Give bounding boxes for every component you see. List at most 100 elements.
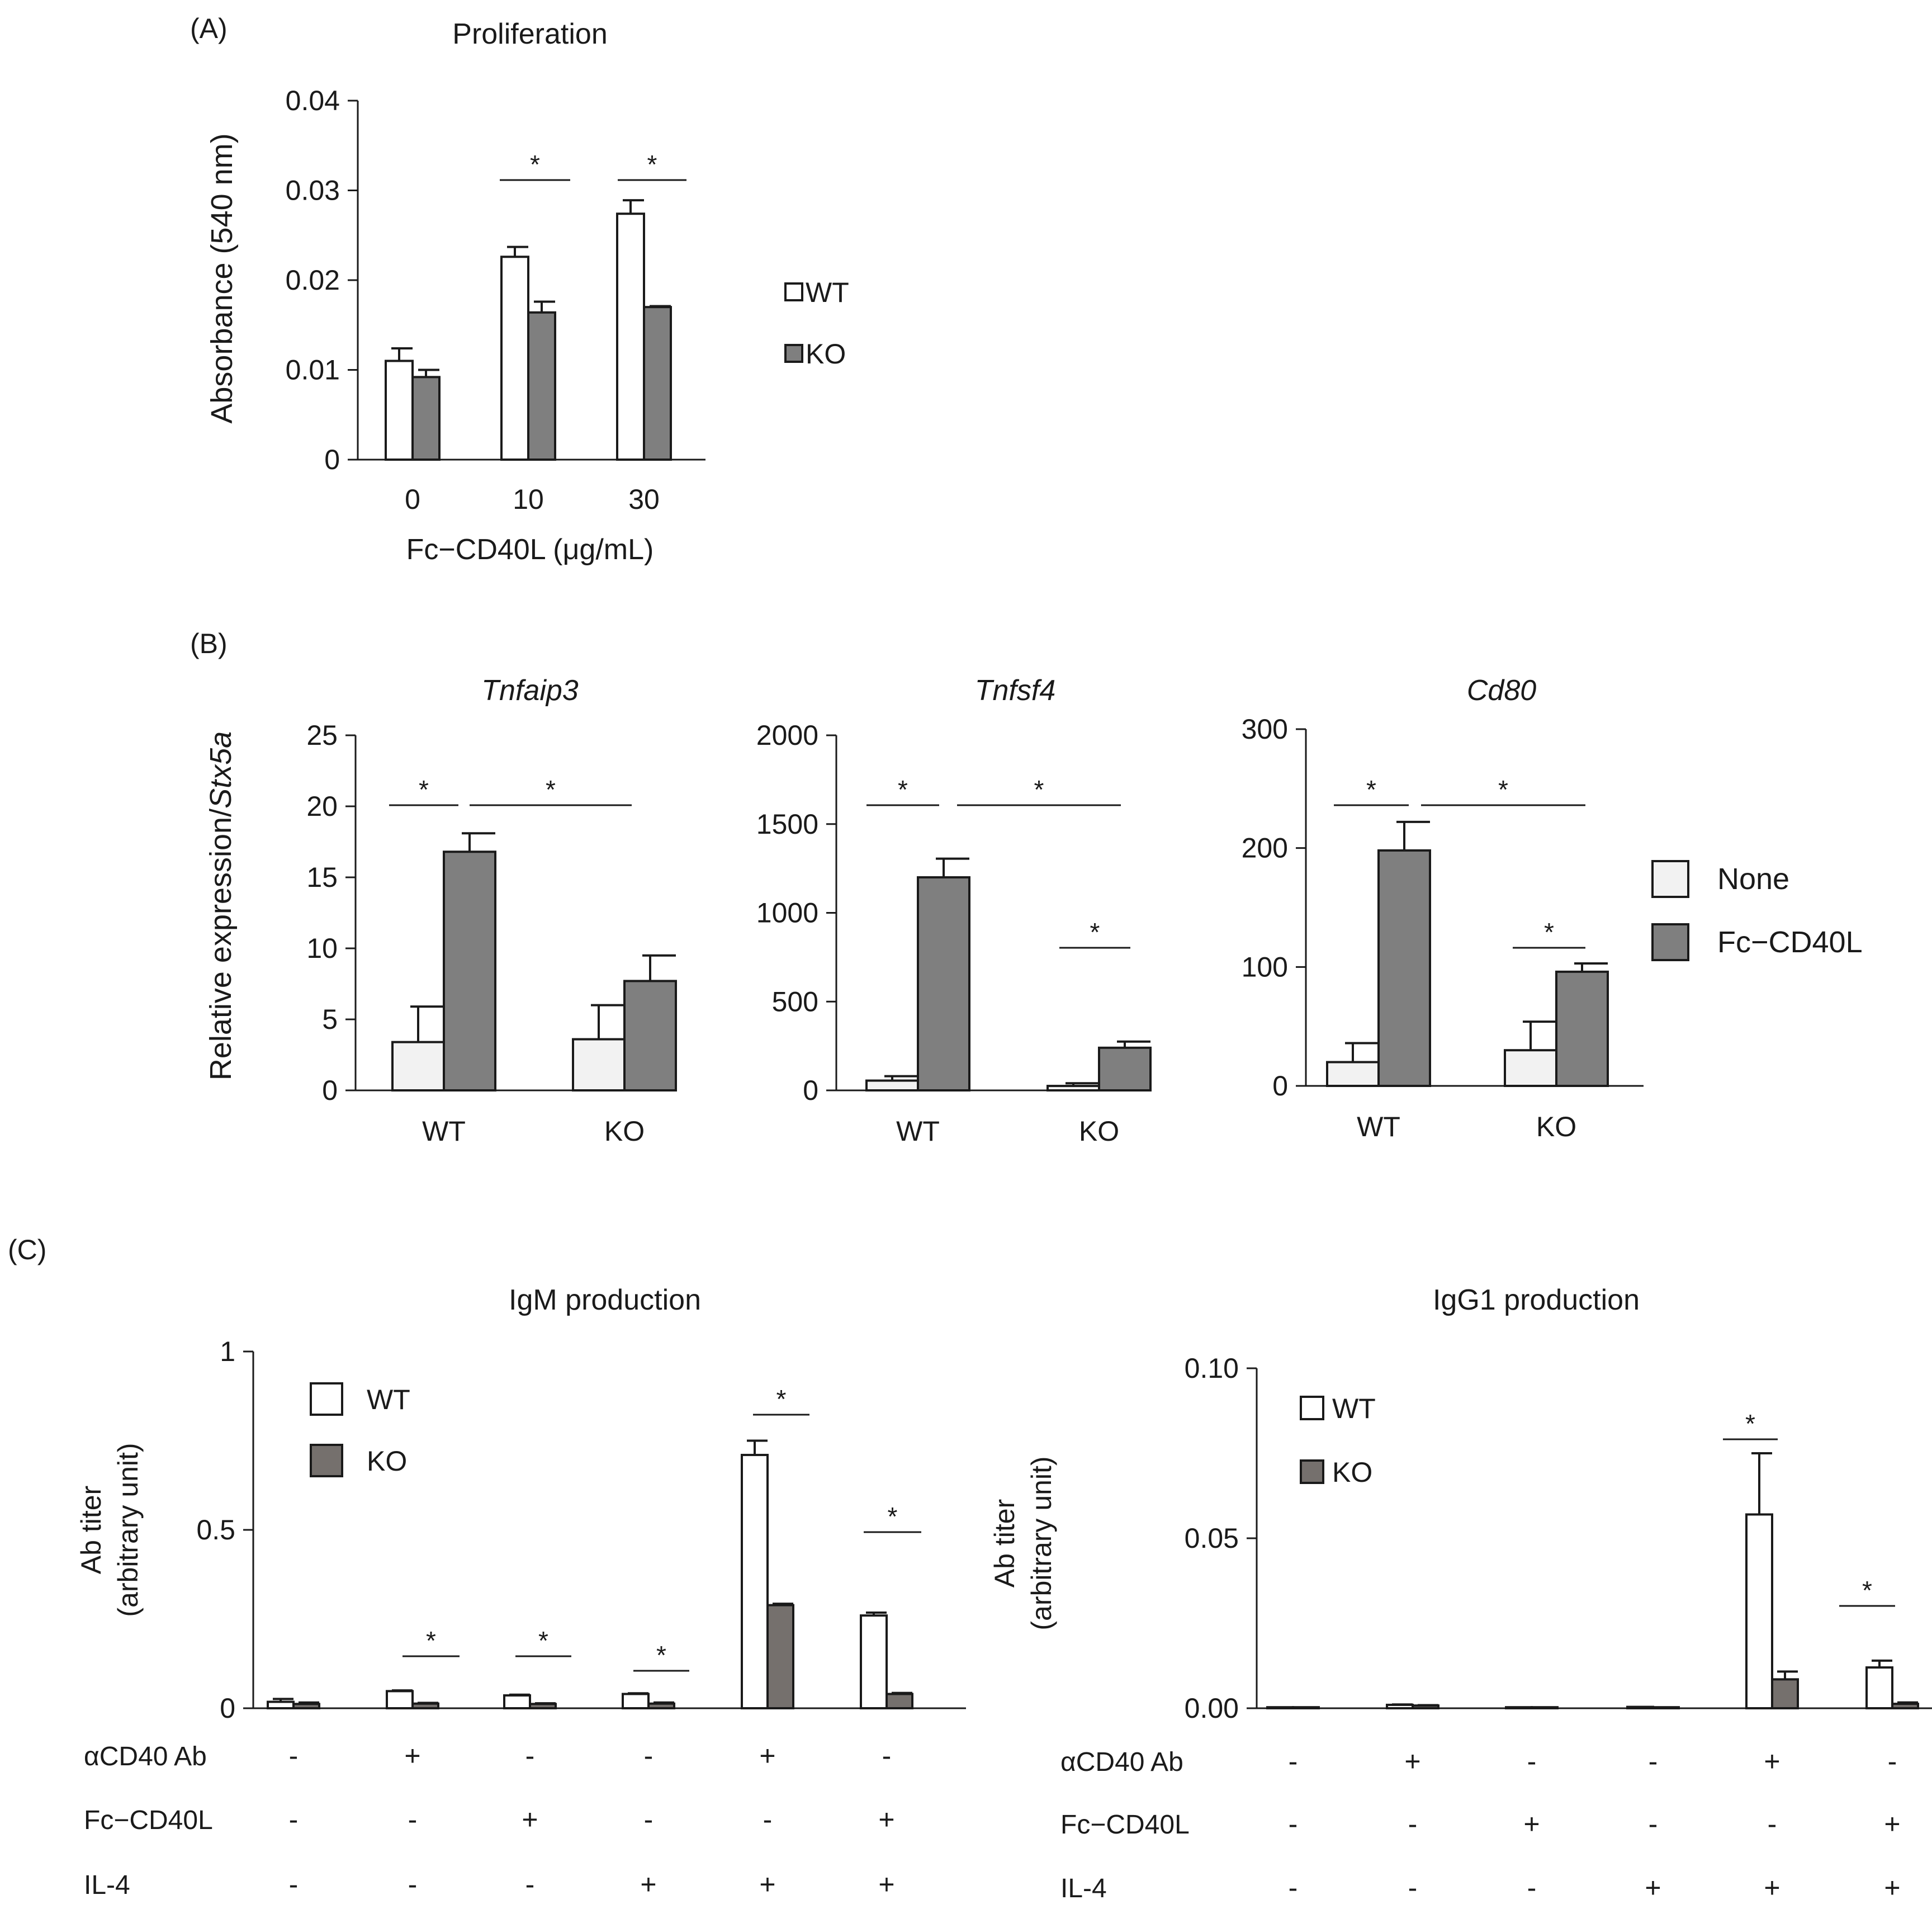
proliferation-chart-legend-swatch-1	[784, 282, 803, 301]
cd80-chart-legend-label-2: Fc−CD40L	[1717, 925, 1863, 959]
cd80-chart-significance-star: *	[1544, 918, 1554, 947]
igg1-chart-condition-value: -	[1408, 1872, 1418, 1903]
cd80-chart-bar-fc-cd40l-1	[1377, 849, 1431, 1088]
proliferation-chart-legend-swatch-2	[784, 344, 803, 363]
tnfsf4-chart-significance-star: *	[1090, 918, 1100, 947]
igg1-chart-significance-star: *	[1862, 1576, 1872, 1605]
tnfaip3-chart-significance-star: *	[546, 775, 556, 804]
tnfaip3-chart-bar-fc-cd40l-1	[443, 850, 496, 1092]
igg1-chart-bar-wt-3	[1505, 1706, 1533, 1710]
igm-chart-y-tick-label: 1	[220, 1336, 235, 1367]
igm-chart-bar-wt-1	[267, 1700, 295, 1710]
tnfsf4-chart-y-tick-label: 0	[803, 1075, 818, 1106]
igm-chart-condition-value: +	[759, 1869, 775, 1900]
igm-chart-condition-value: +	[404, 1740, 420, 1771]
igg1-chart-ylabel-unit: (arbitrary unit)	[1026, 1456, 1057, 1630]
tnfsf4-chart-y-tick-label: 500	[772, 986, 818, 1017]
proliferation-chart-bar-wt-1	[385, 360, 414, 461]
igm-chart-condition-value: +	[878, 1869, 894, 1900]
igg1-chart-bar-ko-3	[1531, 1706, 1559, 1710]
igm-chart-condition-value: +	[522, 1804, 538, 1835]
tnfsf4-chart-y-tick-label: 1000	[756, 897, 818, 929]
igg1-chart-condition-value: +	[1523, 1808, 1540, 1840]
tnfsf4-chart-y-tick-label: 1500	[756, 809, 818, 840]
cd80-chart-significance-star: *	[1498, 775, 1508, 804]
tnfaip3-chart-title: Tnfaip3	[481, 674, 579, 707]
proliferation-chart-y-tick-label: 0.04	[286, 85, 340, 116]
cd80-chart-x-tick-label: WT	[1357, 1111, 1400, 1142]
igm-chart-condition-value: -	[644, 1804, 654, 1835]
tnfaip3-chart-x-tick-label: KO	[604, 1116, 645, 1147]
tnfsf4-chart-x-tick-label: WT	[896, 1116, 940, 1147]
tnfsf4-chart: Tnfsf4 0 500 1000 1500 2000 WT KO * * *	[756, 674, 1152, 1147]
igg1-chart-condition-value: -	[1289, 1872, 1298, 1903]
igg1-chart-legend-label-1: WT	[1332, 1393, 1376, 1424]
proliferation-chart-bar-ko-1	[411, 376, 441, 461]
igm-chart-bar-wt-5	[741, 1454, 769, 1710]
igm-chart-legend-label-1: WT	[367, 1384, 410, 1415]
igm-chart-bar-wt-3	[503, 1694, 531, 1709]
proliferation-chart-y-tick-label: 0.02	[286, 264, 340, 296]
tnfaip3-chart-bar-none-2	[572, 1038, 626, 1092]
proliferation-chart-ylabel: Absorbance (540 nm)	[205, 133, 239, 423]
igg1-chart-condition-value: +	[1764, 1746, 1780, 1777]
igm-chart-significance-star: *	[426, 1626, 436, 1655]
cd80-chart-legend-label-1: None	[1717, 862, 1789, 896]
cd80-chart-title: Cd80	[1467, 674, 1536, 707]
igm-chart-condition-value: -	[763, 1804, 773, 1835]
igm-chart-condition-label: Fc−CD40L	[84, 1806, 213, 1835]
igm-chart-bar-ko-1	[292, 1703, 320, 1709]
igm-chart-bar-ko-2	[411, 1702, 439, 1710]
proliferation-chart-bar-ko-3	[643, 306, 672, 461]
igm-chart-condition-value: -	[289, 1869, 299, 1900]
tnfaip3-chart-y-tick-label: 10	[306, 933, 338, 964]
igg1-chart-bar-ko-6	[1891, 1703, 1919, 1709]
igg1-chart-condition-value: -	[1408, 1808, 1418, 1840]
proliferation-chart-legend-label-2: KO	[806, 338, 846, 370]
igm-chart-bar-wt-6	[860, 1614, 888, 1710]
igg1-chart-bar-wt-1	[1266, 1706, 1294, 1710]
panel-label-a: (A)	[190, 13, 228, 44]
panel-b-ylabel: Relative expression/Stx5a	[204, 731, 238, 1080]
igg1-chart-significance-star: *	[1745, 1409, 1755, 1438]
igm-chart-condition-value: -	[408, 1869, 418, 1900]
igg1-chart: IgG1 production 0.00 0.05 0.10 Ab titer (arbi…	[989, 1284, 1932, 1903]
igg1-chart-legend-swatch-1	[1300, 1396, 1324, 1420]
igm-chart-significance-star: *	[538, 1626, 548, 1655]
proliferation-chart-x-tick-label: 0	[405, 484, 420, 515]
igm-chart-condition-value: +	[640, 1869, 656, 1900]
igm-chart-legend-label-2: KO	[367, 1445, 407, 1477]
charts-layer: Proliferation 0 0.01 0.02 0.03 0.04 Absorbance…	[75, 18, 1932, 1903]
tnfaip3-chart-y-tick-label: 0	[322, 1075, 338, 1106]
tnfaip3-chart-x-tick-label: WT	[422, 1116, 466, 1147]
tnfaip3-chart-significance-star: *	[419, 775, 429, 804]
tnfsf4-chart-significance-star: *	[1034, 775, 1044, 804]
igm-chart-condition-value: -	[289, 1740, 299, 1771]
igm-chart-bar-ko-3	[529, 1703, 557, 1709]
igm-chart-bar-ko-6	[886, 1693, 913, 1709]
igm-chart-title: IgM production	[509, 1284, 701, 1316]
igg1-chart-condition-value: +	[1884, 1872, 1900, 1903]
igg1-chart-condition-value: -	[1527, 1746, 1537, 1777]
igm-chart-significance-star: *	[776, 1384, 787, 1414]
proliferation-chart-significance-star: *	[647, 150, 657, 179]
igg1-chart-condition-label: IL-4	[1060, 1874, 1107, 1903]
igg1-chart-condition-label: αCD40 Ab	[1060, 1747, 1183, 1777]
cd80-chart-bar-none-2	[1504, 1049, 1557, 1087]
tnfsf4-chart-significance-star: *	[898, 775, 908, 804]
tnfaip3-chart-y-tick-label: 5	[322, 1004, 338, 1035]
igg1-chart-title: IgG1 production	[1433, 1284, 1640, 1316]
tnfsf4-chart-bar-fc-cd40l-2	[1098, 1046, 1152, 1092]
igg1-chart-y-tick-label: 0.10	[1185, 1353, 1239, 1384]
cd80-chart-significance-star: *	[1366, 775, 1376, 804]
igg1-chart-condition-value: -	[1768, 1808, 1777, 1840]
igg1-chart-condition-value: +	[1404, 1746, 1420, 1777]
proliferation-chart-x-tick-label: 10	[513, 484, 544, 515]
proliferation-chart-significance-star: *	[530, 150, 540, 179]
igg1-chart-bar-ko-1	[1292, 1706, 1320, 1710]
igg1-chart-y-tick-label: 0.00	[1185, 1693, 1239, 1724]
igm-chart: IgM production 0 0.5 1 Ab titer (arbitrary un…	[75, 1284, 966, 1900]
proliferation-chart-bar-ko-2	[527, 311, 556, 461]
igm-chart-condition-value: +	[759, 1740, 775, 1771]
igg1-chart-bar-ko-4	[1652, 1706, 1680, 1710]
